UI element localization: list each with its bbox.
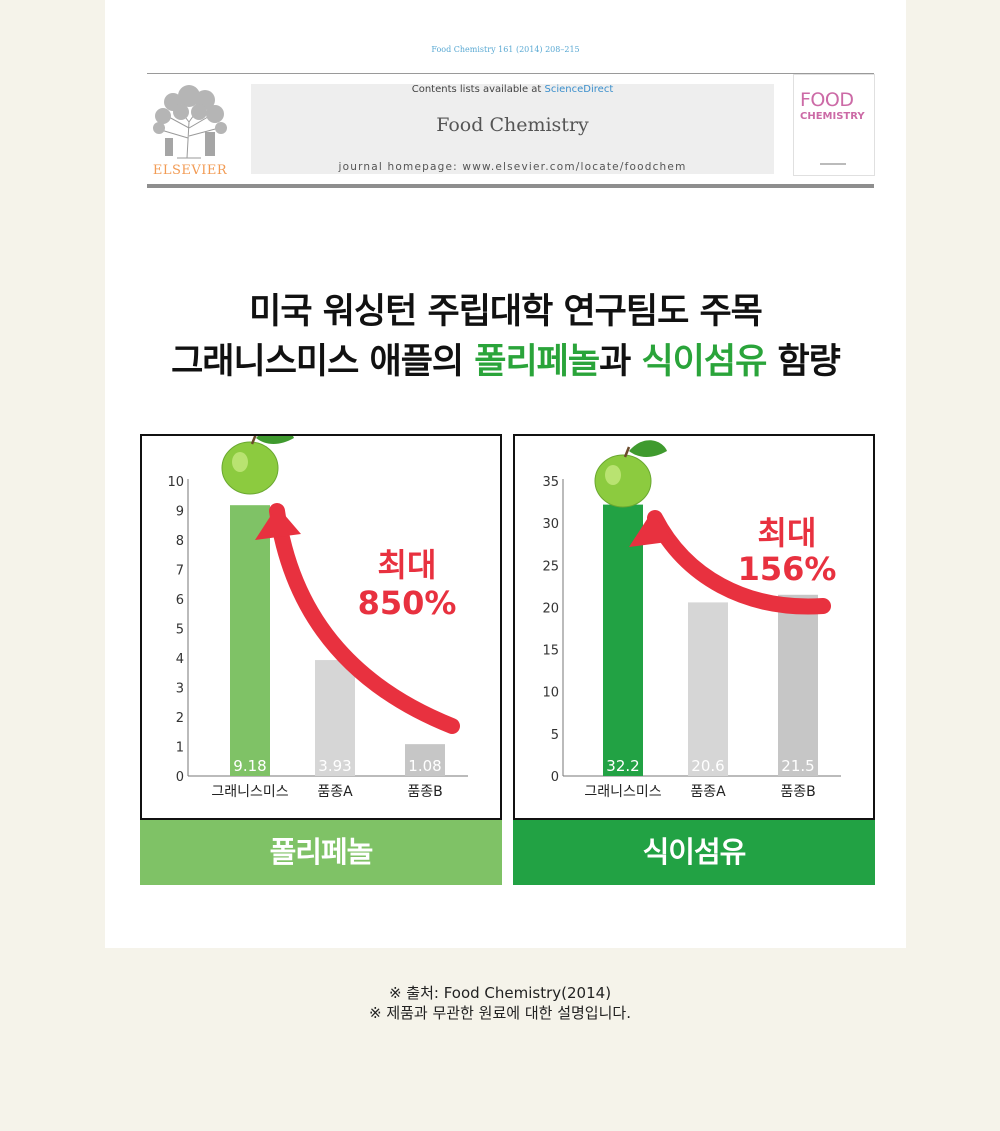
headline-polyphenol: 폴리페놀: [474, 342, 600, 382]
annotation-max-label: 최대: [758, 514, 817, 552]
y-tick-label: 10: [167, 475, 184, 490]
contents-available: Contents lists available at ScienceDirec…: [251, 84, 774, 95]
cover-mark: [820, 163, 846, 165]
apple-stem: [250, 436, 257, 445]
y-tick-label: 25: [542, 559, 559, 574]
x-tick-label: 품종B: [407, 784, 442, 800]
growth-arrow-icon: [255, 503, 460, 734]
x-tick-label: 품종A: [690, 784, 726, 800]
y-tick-label: 15: [542, 644, 559, 659]
y-tick-label: 2: [176, 711, 184, 726]
headline-part-a: 그래니스미스 애플의: [171, 342, 475, 382]
apple-leaf: [629, 440, 667, 457]
bar-1: [315, 660, 355, 776]
journal-title-box: Contents lists available at ScienceDirec…: [251, 84, 774, 174]
y-tick-label: 0: [176, 770, 184, 785]
green-apple-icon: [221, 436, 294, 495]
green-apple-icon: [594, 440, 667, 508]
bar-value-label: 9.18: [233, 757, 266, 775]
arrow-head: [255, 506, 301, 540]
bar-2: [405, 744, 445, 776]
journal-citation: Food Chemistry 161 (2014) 208–215: [431, 45, 580, 54]
bar-0: [603, 504, 643, 776]
source-note: ※ 출처: Food Chemistry(2014): [388, 984, 612, 1002]
apple-shine: [605, 465, 621, 485]
sciencedirect-link[interactable]: ScienceDirect: [544, 84, 614, 95]
x-tick-label: 품종B: [780, 784, 815, 800]
elsevier-tree-icon: [153, 85, 227, 159]
x-tick-label: 그래니스미스: [584, 784, 661, 800]
y-tick-label: 6: [176, 593, 184, 608]
apple-body: [221, 441, 279, 495]
annotation-max-label: 최대: [378, 546, 437, 584]
y-tick-label: 4: [176, 652, 184, 667]
journal-cover: FOOD CHEMISTRY: [793, 74, 875, 176]
bar-1: [688, 602, 728, 776]
header-rule-top: [147, 73, 874, 74]
y-tick-label: 20: [542, 601, 559, 616]
y-tick-label: 0: [551, 770, 559, 785]
bar-value-label: 20.6: [691, 757, 724, 775]
arrow-head: [629, 513, 675, 547]
x-tick-label: 품종A: [317, 784, 353, 800]
fiber-label-bar: 식이섬유: [513, 820, 875, 885]
y-tick-label: 8: [176, 534, 184, 549]
bar-value-label: 1.08: [408, 757, 441, 775]
growth-arrow-icon: [629, 510, 831, 615]
fiber-chart-panel: 0 5 10 15 20 25 30 35 32.2 그래니스미스 20.6 품종A 21.5 품종B 최대…: [513, 434, 875, 820]
bar-value-label: 32.2: [606, 757, 639, 775]
apple-shine: [232, 452, 248, 472]
contents-prefix: Contents lists available at: [411, 84, 542, 95]
apple-stem: [623, 446, 631, 458]
headline-part-c: 과: [599, 342, 642, 382]
y-tick-label: 1: [176, 741, 184, 756]
x-tick-label: 그래니스미스: [211, 784, 288, 800]
y-tick-label: 5: [551, 728, 559, 743]
headline-line-1: 미국 워싱턴 주립대학 연구팀도 주목: [249, 292, 763, 332]
bar-2: [778, 594, 818, 776]
polyphenol-chart: 0 1 2 3 4 5 6 7 8 9 10 9.18 그래니스미스 3.93 품종A 1.08 품종B 최대85…: [167, 436, 468, 800]
elsevier-wordmark: ELSEVIER: [152, 163, 228, 178]
apple-body: [594, 454, 652, 508]
y-tick-label: 30: [542, 517, 559, 532]
headline-fiber: 식이섬유: [641, 342, 767, 382]
y-tick-label: 10: [542, 686, 559, 701]
journal-name: Food Chemistry: [436, 114, 589, 136]
y-tick-label: 5: [176, 623, 184, 638]
apple-leaf: [256, 436, 294, 444]
cover-title-chemistry: CHEMISTRY: [800, 111, 865, 122]
bar-0: [230, 505, 270, 776]
arrow-shaft: [269, 503, 460, 734]
polyphenol-chart-panel: 0 1 2 3 4 5 6 7 8 9 10 9.18 그래니스미스 3.93 품종A 1.08 품종B 최대 85…: [140, 434, 502, 820]
annotation-percent-label: 850%: [358, 584, 457, 622]
y-tick-label: 9: [176, 505, 184, 520]
bar-value-label: 3.93: [318, 757, 351, 775]
fiber-chart: 0 5 10 15 20 25 30 35 32.2 그래니스미스 20.6 품종A 21.5 품종B 최대…: [542, 440, 841, 800]
bar-value-label: 21.5: [781, 757, 814, 775]
cover-title-food: FOOD: [800, 89, 854, 111]
elsevier-logo: ELSEVIER: [147, 82, 233, 178]
y-tick-label: 3: [176, 682, 184, 697]
headline-line-2: 그래니스미스 애플의 폴리페놀과 식이섬유 함량: [105, 333, 906, 384]
headline-part-e: 함량: [766, 342, 840, 382]
annotation-percent-label: 156%: [738, 550, 837, 588]
header-rule-bottom: [147, 184, 874, 188]
polyphenol-label-bar: 폴리페놀: [140, 820, 502, 885]
y-tick-label: 35: [542, 475, 559, 490]
y-tick-label: 7: [176, 564, 184, 579]
journal-homepage: journal homepage: www.elsevier.com/locat…: [338, 161, 687, 173]
disclaimer-note: ※ 제품과 무관한 원료에 대한 설명입니다.: [369, 1004, 631, 1022]
